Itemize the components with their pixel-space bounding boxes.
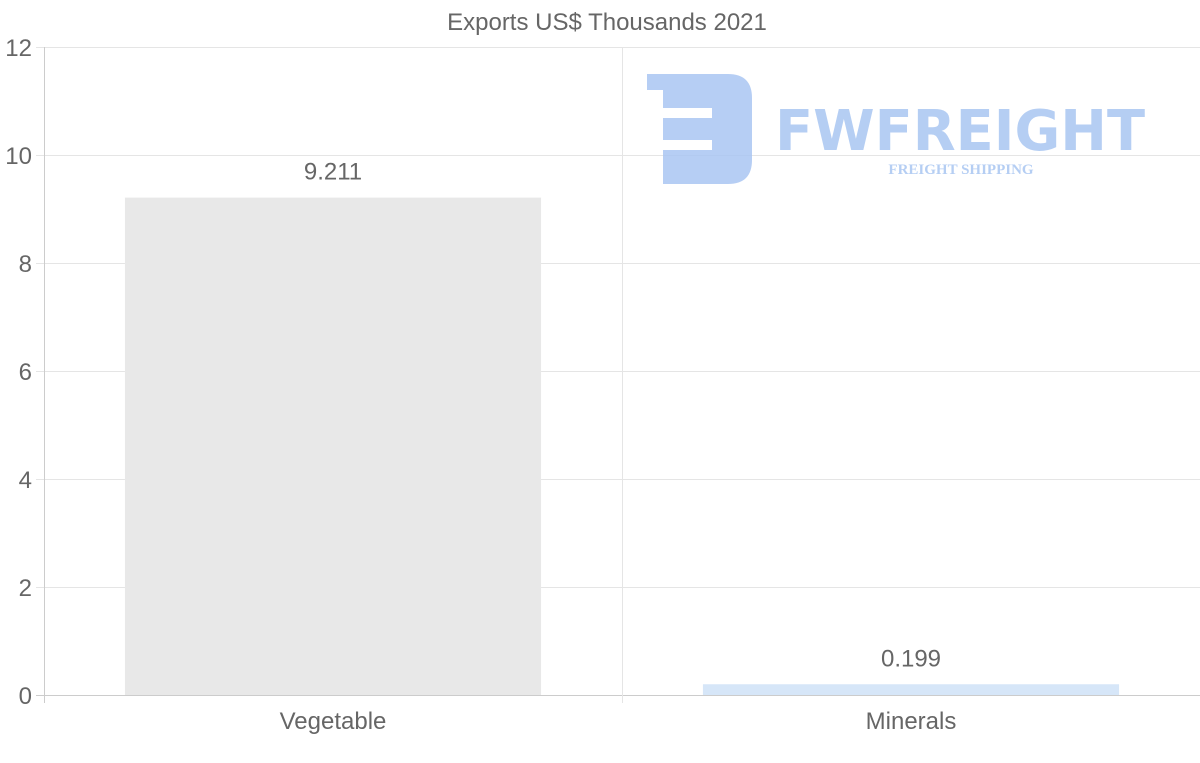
watermark-brand: FWFREIGHT xyxy=(775,99,1145,164)
bar-minerals xyxy=(702,684,1120,695)
logo-mark-icon xyxy=(647,74,752,184)
y-tick-label: 12 xyxy=(5,35,32,62)
x-tick-label: Minerals xyxy=(866,708,957,735)
y-tick-label: 10 xyxy=(5,143,32,170)
x-tick-label: Vegetable xyxy=(280,708,387,735)
bars xyxy=(124,197,1120,695)
y-tick-label: 4 xyxy=(19,467,32,494)
data-label: 9.211 xyxy=(304,159,362,186)
chart-title: Exports US$ Thousands 2021 xyxy=(447,9,767,36)
bar-vegetable xyxy=(124,197,542,695)
labels: 0 2 4 6 8 10 12 9.211 Vegetable 0.199 Minerals xyxy=(5,35,956,735)
y-tick-label: 0 xyxy=(19,683,32,710)
y-tick-label: 6 xyxy=(19,359,32,386)
y-tick-label: 2 xyxy=(19,575,32,602)
watermark-tagline: FREIGHT SHIPPING xyxy=(888,162,1033,178)
fwfreight-logo-watermark: FWFREIGHT FREIGHT SHIPPING xyxy=(647,74,1145,184)
data-label: 0.199 xyxy=(881,645,941,672)
y-tick-label: 8 xyxy=(19,251,32,278)
